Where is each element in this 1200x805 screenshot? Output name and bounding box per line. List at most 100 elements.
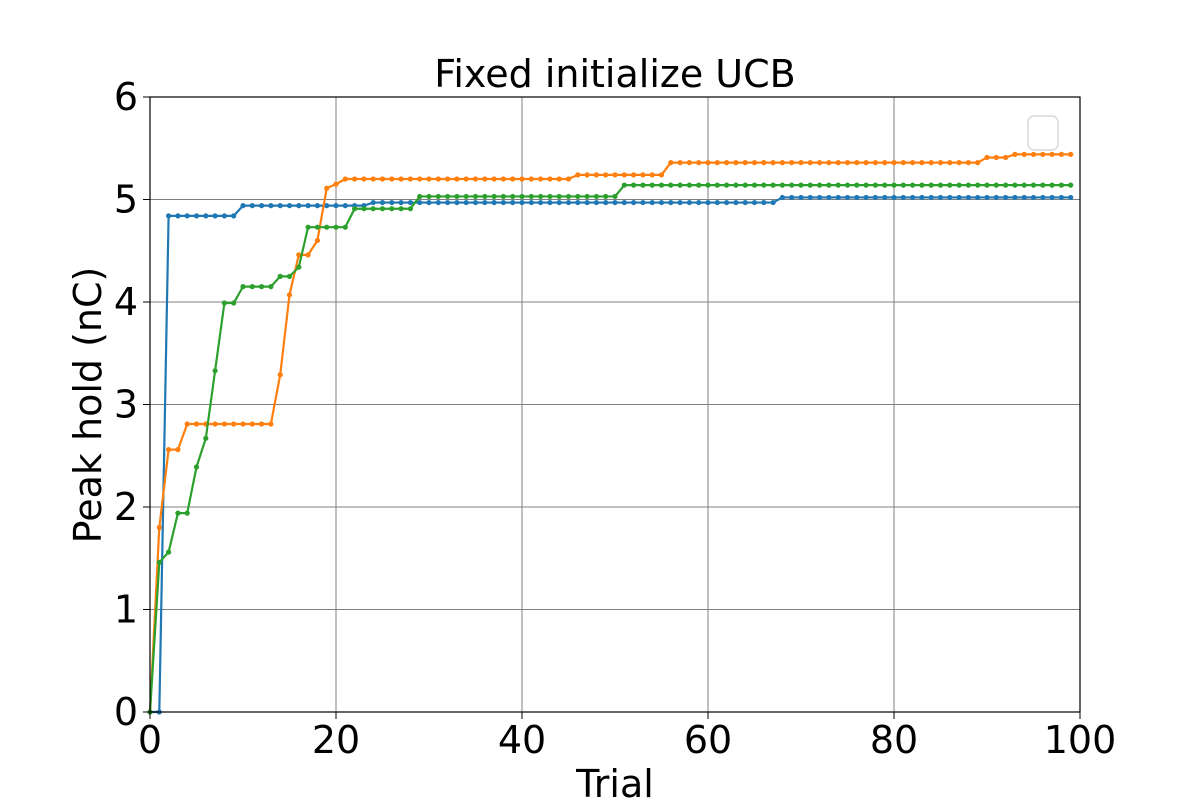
series-1-point <box>472 199 479 206</box>
series-2-point <box>956 160 962 166</box>
series-3-point <box>1058 182 1064 188</box>
x-tick-label: 80 <box>870 718 918 762</box>
series-1-point <box>584 199 590 206</box>
series-3 <box>147 182 1074 715</box>
series-2-point <box>844 160 851 166</box>
series-3-point <box>1040 182 1046 188</box>
series-2-point <box>500 176 506 182</box>
series-3-point <box>593 193 600 200</box>
series-2-point <box>324 185 330 191</box>
series-1-point <box>696 199 702 206</box>
series-1-point <box>296 203 302 209</box>
series-2-point <box>510 176 516 182</box>
series-1-point <box>286 203 293 209</box>
series-2-point <box>770 160 776 166</box>
series-2-point <box>547 176 553 182</box>
y-axis-label: Peak hold (nC) <box>66 267 110 544</box>
series-2-point <box>677 160 683 166</box>
series-1 <box>147 194 1074 715</box>
series-3-point <box>649 182 655 188</box>
series-2-point <box>454 176 460 182</box>
series-2-point <box>975 160 981 166</box>
series-3-point <box>482 193 488 200</box>
series-3-point <box>472 193 479 200</box>
series-3-point <box>863 182 869 188</box>
series-2-point <box>724 160 730 166</box>
series-1-point <box>324 203 330 209</box>
series-3-point <box>937 182 944 188</box>
series-1-point <box>547 199 553 206</box>
series-3-point <box>231 300 237 306</box>
series-1-point <box>724 199 730 206</box>
series-3-point <box>835 182 841 188</box>
series-2-point <box>891 160 897 166</box>
series-3-point <box>751 182 758 188</box>
series-1-point <box>277 203 283 209</box>
series-3-point <box>305 224 311 230</box>
series-3-point <box>519 193 525 200</box>
series-1-point <box>510 199 516 206</box>
series-3-point <box>733 182 739 188</box>
series-1-point <box>454 199 460 206</box>
x-tick-label: 60 <box>684 718 732 762</box>
series-2-point <box>603 172 609 178</box>
series-2-point <box>872 160 879 166</box>
series-1-point <box>705 199 711 206</box>
series-1-point <box>621 199 627 206</box>
y-tick-label: 6 <box>114 75 138 119</box>
series-2-point <box>231 421 237 427</box>
series-1-point <box>221 213 227 219</box>
series-1-point <box>500 199 506 206</box>
legend <box>1027 115 1059 151</box>
series-1-point <box>826 194 832 201</box>
series-3-point <box>426 193 432 200</box>
series-3-point <box>1068 182 1074 188</box>
series-1-point <box>193 213 200 219</box>
series-2-point <box>1068 151 1074 157</box>
series-2-point <box>910 160 916 166</box>
series-2-point <box>1003 154 1009 161</box>
series-3-point <box>324 224 330 230</box>
series-3-point <box>370 206 376 212</box>
series-1-point <box>844 194 851 201</box>
series-1-point <box>817 194 823 201</box>
series-2-point <box>407 176 413 182</box>
series-1-point <box>742 199 748 206</box>
series-1-point <box>519 199 525 206</box>
series-2-point <box>1040 151 1046 157</box>
series-1-point <box>203 213 209 219</box>
series-1-point <box>1030 194 1037 201</box>
series-1-point <box>268 203 274 209</box>
series-2-point <box>435 176 441 182</box>
chart-title: Fixed initialize UCB <box>434 52 795 96</box>
series-3-point <box>166 549 172 555</box>
series-1-point <box>668 199 674 206</box>
series-1-point <box>863 194 869 201</box>
series-2-point <box>193 421 200 427</box>
series-1-point <box>603 199 609 206</box>
series-3-point <box>761 182 767 188</box>
series-1-point <box>937 194 944 201</box>
series-3-point <box>789 182 795 188</box>
series-2-point <box>472 176 479 182</box>
series-1-point <box>1049 194 1055 201</box>
series-3-point <box>491 193 497 200</box>
series-3-point <box>277 273 283 279</box>
series-1-point <box>575 199 581 206</box>
series-2-point <box>268 421 274 427</box>
series-3-point <box>528 193 534 200</box>
series-2-point <box>463 176 469 182</box>
series-2-point <box>352 176 358 182</box>
series-3-point <box>1021 182 1027 188</box>
series-3-point <box>668 182 674 188</box>
series-2-point <box>175 447 181 453</box>
series-3-point <box>556 193 562 200</box>
series-1-point <box>1058 194 1064 201</box>
series-3-point <box>296 264 302 270</box>
series-3-point <box>807 182 813 188</box>
series-3-point <box>658 182 665 188</box>
series-1-point <box>677 199 683 206</box>
series-2-point <box>835 160 841 166</box>
series-2-point <box>593 172 600 178</box>
series-2-point <box>798 160 804 166</box>
